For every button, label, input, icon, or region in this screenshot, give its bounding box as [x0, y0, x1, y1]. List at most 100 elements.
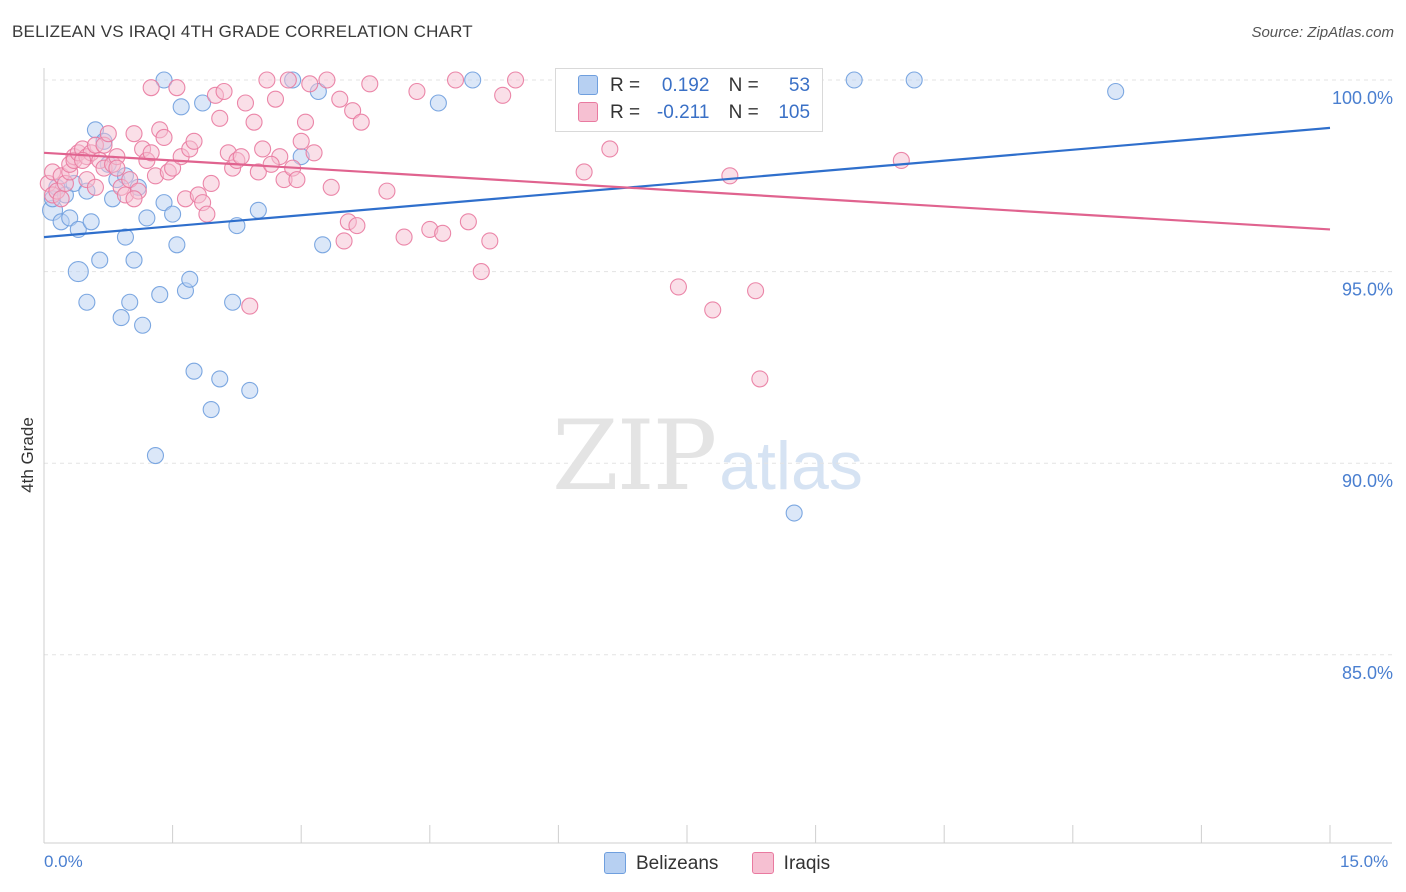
belizeans-r-value: 0.192 — [661, 75, 710, 96]
belizeans-swatch — [578, 75, 598, 95]
iraqi-point — [168, 79, 186, 97]
belizean-point — [1107, 82, 1125, 101]
iraqi-point — [288, 171, 306, 189]
belizean-point — [181, 270, 199, 288]
n-label: N = — [728, 75, 759, 96]
iraqi-point — [472, 263, 490, 281]
belizean-point — [785, 504, 803, 522]
belizean-point — [224, 293, 242, 311]
iraqis-swatch — [578, 102, 598, 122]
iraqi-point — [344, 102, 362, 120]
stats-legend-row-iraqis: R = -0.211 N = 105 — [578, 102, 810, 126]
belizean-point — [164, 205, 182, 223]
iraqi-point — [262, 155, 280, 173]
belizean-point — [155, 194, 173, 212]
iraqi-point — [301, 75, 319, 93]
iraqi-point — [721, 167, 739, 185]
iraqi-point — [292, 132, 310, 150]
y-tick-label: 95.0% — [1342, 280, 1393, 300]
iraqi-point — [99, 125, 117, 143]
series-legend: Belizeans Iraqis — [604, 852, 858, 875]
r-label: R = — [610, 102, 641, 123]
y-tick-label: 100.0% — [1332, 88, 1393, 108]
iraqi-point — [211, 109, 229, 127]
iraqi-point — [296, 113, 315, 131]
belizean-point — [134, 316, 152, 334]
iraqi-point — [74, 151, 92, 170]
iraqi-point — [318, 71, 336, 89]
belizean-point — [91, 251, 109, 269]
belizean-point — [241, 381, 259, 399]
iraqi-point — [198, 205, 216, 223]
belizean-point — [78, 293, 96, 311]
iraqi-point — [245, 113, 263, 131]
iraqi-point — [52, 190, 70, 208]
belizean-point — [905, 71, 923, 89]
belizean-point — [845, 71, 863, 89]
belizean-point — [121, 293, 139, 311]
iraqi-point — [322, 178, 340, 196]
iraqi-point — [125, 190, 143, 208]
iraqi-point — [241, 297, 259, 315]
iraqi-point — [481, 232, 499, 250]
r-label: R = — [610, 75, 641, 96]
belizean-point — [146, 446, 165, 465]
iraqi-point — [125, 125, 143, 143]
belizean-point — [67, 261, 89, 283]
belizean-point — [112, 309, 130, 327]
legend-item-iraqis[interactable]: Iraqis — [751, 852, 830, 875]
x-tick-label-max: 15.0% — [1340, 852, 1389, 871]
belizean-point — [138, 209, 156, 227]
iraqi-point — [185, 132, 203, 150]
belizean-point — [61, 209, 79, 227]
iraqi-point — [704, 301, 722, 319]
belizeans-n-value: 53 — [788, 75, 811, 96]
iraqi-point — [215, 82, 233, 101]
belizean-point — [125, 251, 143, 269]
iraqi-point — [361, 75, 379, 93]
iraqi-point — [335, 232, 353, 250]
iraqi-point — [305, 144, 323, 162]
iraqi-point — [155, 128, 173, 147]
iraqis-legend-swatch — [751, 852, 774, 874]
belizean-point — [464, 71, 482, 89]
axis-layer — [43, 68, 1392, 844]
n-label: N = — [728, 102, 759, 123]
iraqi-point — [249, 163, 267, 181]
grid-layer — [44, 79, 1392, 656]
point-layer — [39, 71, 1125, 522]
iraqi-point — [236, 94, 255, 112]
stats-legend-row-belizeans: R = 0.192 N = 53 — [578, 75, 810, 99]
iraqi-point — [751, 370, 769, 388]
y-tick-label: 90.0% — [1342, 471, 1393, 491]
iraqi-point — [892, 151, 910, 170]
iraqis-n-value: 105 — [778, 102, 811, 123]
y-tick-labels: 100.0% 95.0% 90.0% 85.0% — [1332, 88, 1393, 683]
belizean-point — [314, 236, 332, 254]
iraqi-point — [121, 171, 139, 189]
belizean-point — [249, 201, 267, 219]
belizean-point — [155, 71, 173, 89]
belizean-point — [194, 94, 212, 112]
belizean-point — [172, 98, 190, 116]
legend-item-belizeans[interactable]: Belizeans — [604, 852, 718, 875]
belizeans-legend-label: Belizeans — [636, 853, 719, 874]
iraqi-point — [506, 71, 525, 89]
stats-legend: R = 0.192 N = 53 R = -0.211 N = 105 — [555, 68, 823, 132]
iraqi-point — [202, 174, 220, 193]
belizean-point — [185, 362, 203, 380]
iraqi-point — [601, 140, 619, 158]
iraqi-point — [266, 90, 285, 108]
iraqi-point — [747, 282, 765, 300]
iraqi-point — [446, 71, 465, 89]
iraqi-point — [669, 278, 687, 296]
iraqi-point — [331, 90, 349, 108]
iraqi-point — [395, 228, 413, 246]
iraqi-point — [254, 140, 272, 158]
belizean-point — [168, 236, 186, 254]
chart-title: BELIZEAN VS IRAQI 4TH GRADE CORRELATION … — [12, 22, 473, 41]
belizeans-legend-swatch — [604, 852, 626, 874]
iraqi-point — [232, 148, 250, 166]
belizean-point — [151, 286, 169, 304]
